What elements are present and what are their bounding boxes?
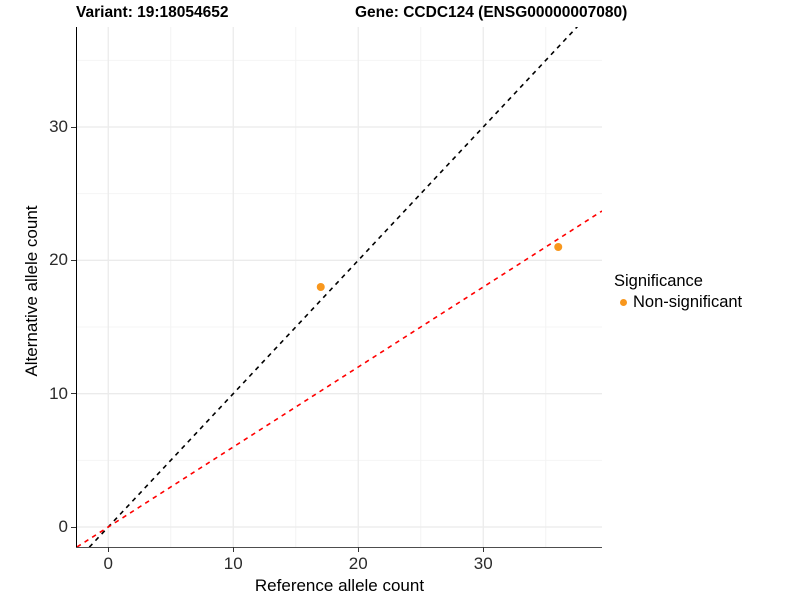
y-tick-label: 20 (49, 250, 68, 270)
grid-major-lines (77, 27, 602, 547)
x-tick-label: 20 (348, 554, 368, 573)
legend-entry[interactable]: Non-significant (614, 292, 742, 312)
x-tick-mark (107, 547, 109, 552)
y-tick-mark (71, 259, 76, 262)
plot-canvas (77, 27, 602, 547)
x-tick-mark (357, 547, 359, 552)
x-tick-mark (482, 547, 484, 552)
grid-minor-lines (77, 27, 602, 547)
plot-panel (77, 27, 602, 547)
data-points[interactable] (316, 243, 563, 291)
y-axis-title: Alternative allele count (22, 205, 41, 377)
x-tick-label: 0 (103, 554, 113, 573)
variant-title: Variant: 19:18054652 (76, 4, 229, 21)
legend-entry-label: Non-significant (633, 292, 743, 311)
data-point[interactable] (554, 243, 563, 251)
x-axis-title: Reference allele count (254, 576, 425, 595)
reference-lines (77, 27, 602, 547)
x-tick-label: 30 (473, 554, 493, 573)
x-tick-label: 10 (223, 554, 243, 573)
x-tick-mark (232, 547, 234, 552)
y-tick-mark (71, 126, 76, 128)
y-axis-line (76, 27, 78, 548)
legend-dot-icon (614, 293, 633, 312)
y-tick-mark (71, 526, 76, 528)
legend-entries: Non-significant (614, 292, 742, 312)
legend-title: Significance (614, 272, 703, 290)
y-tick-label: 10 (49, 383, 68, 403)
y-tick-mark (71, 393, 76, 395)
legend: Significance Non-significant (614, 272, 742, 312)
x-axis-line (76, 546, 602, 548)
data-point[interactable] (316, 283, 325, 291)
gene-title: Gene: CCDC124 (ENSG00000007080) (355, 4, 628, 21)
y-tick-label: 30 (49, 117, 68, 136)
y-tick-label: 0 (58, 517, 68, 536)
